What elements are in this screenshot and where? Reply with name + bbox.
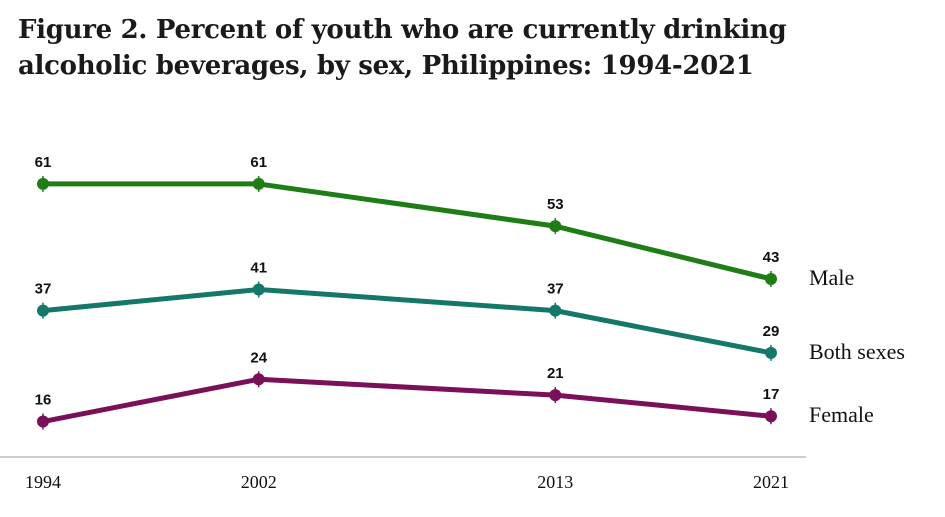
data-point-female bbox=[252, 373, 265, 386]
data-point-both bbox=[252, 283, 265, 296]
chart-title: Figure 2. Percent of youth who are curre… bbox=[18, 12, 918, 84]
series-label-both: Both sexes bbox=[809, 339, 905, 364]
data-label-male: 61 bbox=[35, 154, 52, 171]
data-point-both bbox=[549, 304, 562, 317]
x-tick-label: 2013 bbox=[537, 472, 573, 492]
x-tick-label: 2002 bbox=[241, 472, 277, 492]
data-label-both: 37 bbox=[547, 281, 564, 298]
data-label-male: 61 bbox=[250, 154, 267, 171]
data-point-male bbox=[549, 220, 562, 233]
data-point-both bbox=[37, 304, 49, 317]
series-label-female: Female bbox=[809, 402, 874, 427]
data-label-both: 41 bbox=[250, 260, 267, 277]
x-tick-label: 1994 bbox=[25, 472, 61, 492]
data-point-male bbox=[252, 177, 265, 190]
data-label-female: 24 bbox=[250, 349, 267, 366]
chart-title-line-2: alcoholic beverages, by sex, Philippines… bbox=[18, 51, 754, 81]
series-label-male: Male bbox=[809, 265, 854, 290]
series-line-both bbox=[40, 287, 774, 356]
data-label-female: 21 bbox=[547, 365, 564, 382]
data-point-female bbox=[37, 415, 49, 428]
data-point-female bbox=[549, 389, 562, 402]
data-label-male: 43 bbox=[763, 249, 780, 266]
data-point-male bbox=[37, 177, 49, 190]
data-label-female: 16 bbox=[35, 392, 52, 409]
data-point-both bbox=[765, 346, 777, 359]
data-label-both: 29 bbox=[763, 323, 780, 340]
data-point-male bbox=[765, 272, 777, 285]
series-line-male bbox=[40, 181, 774, 282]
data-label-female: 17 bbox=[763, 386, 780, 403]
chart-title-line-1: Figure 2. Percent of youth who are curre… bbox=[18, 15, 787, 45]
x-tick-label: 2021 bbox=[753, 472, 789, 492]
data-label-both: 37 bbox=[35, 281, 52, 298]
data-point-female bbox=[765, 410, 777, 423]
data-label-male: 53 bbox=[547, 196, 564, 213]
series-line-female bbox=[40, 376, 774, 425]
